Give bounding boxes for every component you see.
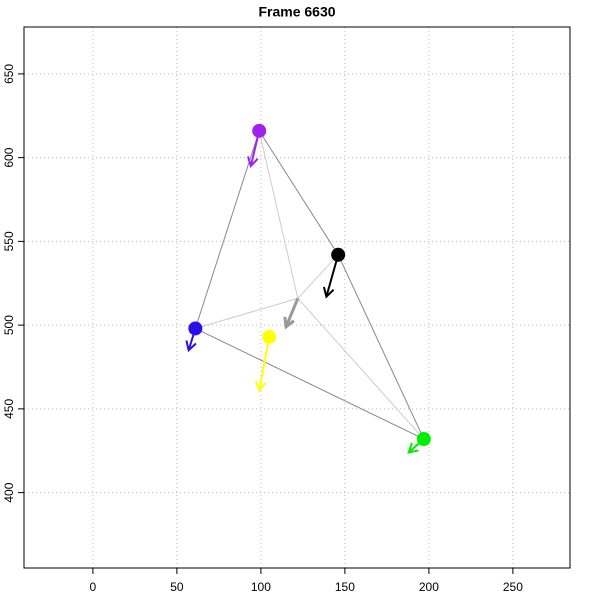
arrow [254,336,271,393]
inner-edge [195,297,298,329]
x-tick-label: 0 [90,580,97,594]
arrow [322,254,340,299]
arrow [283,297,300,330]
inner-edge [258,130,299,299]
x-tick-label: 250 [503,580,523,594]
point [331,247,346,262]
y-tick-label: 550 [2,231,16,251]
x-tick-label: 150 [335,580,355,594]
y-tick-label: 600 [2,147,16,167]
outer-edge [258,130,339,256]
point [188,321,203,336]
y-tick-label: 400 [2,482,16,502]
point [252,123,267,138]
y-tick-label: 500 [2,315,16,335]
chart-title: Frame 6630 [258,4,335,20]
x-tick-label: 100 [251,580,271,594]
outer-edge [194,130,260,329]
inner-edge [297,254,339,299]
inner-edge [297,298,425,440]
plot-frame [23,26,571,569]
outer-edge [195,328,425,440]
point [416,432,431,447]
y-tick-label: 450 [2,399,16,419]
x-tick-label: 50 [170,580,184,594]
outer-edge [337,254,425,440]
y-tick-label: 650 [2,64,16,84]
point [262,329,277,344]
x-tick-label: 200 [419,580,439,594]
